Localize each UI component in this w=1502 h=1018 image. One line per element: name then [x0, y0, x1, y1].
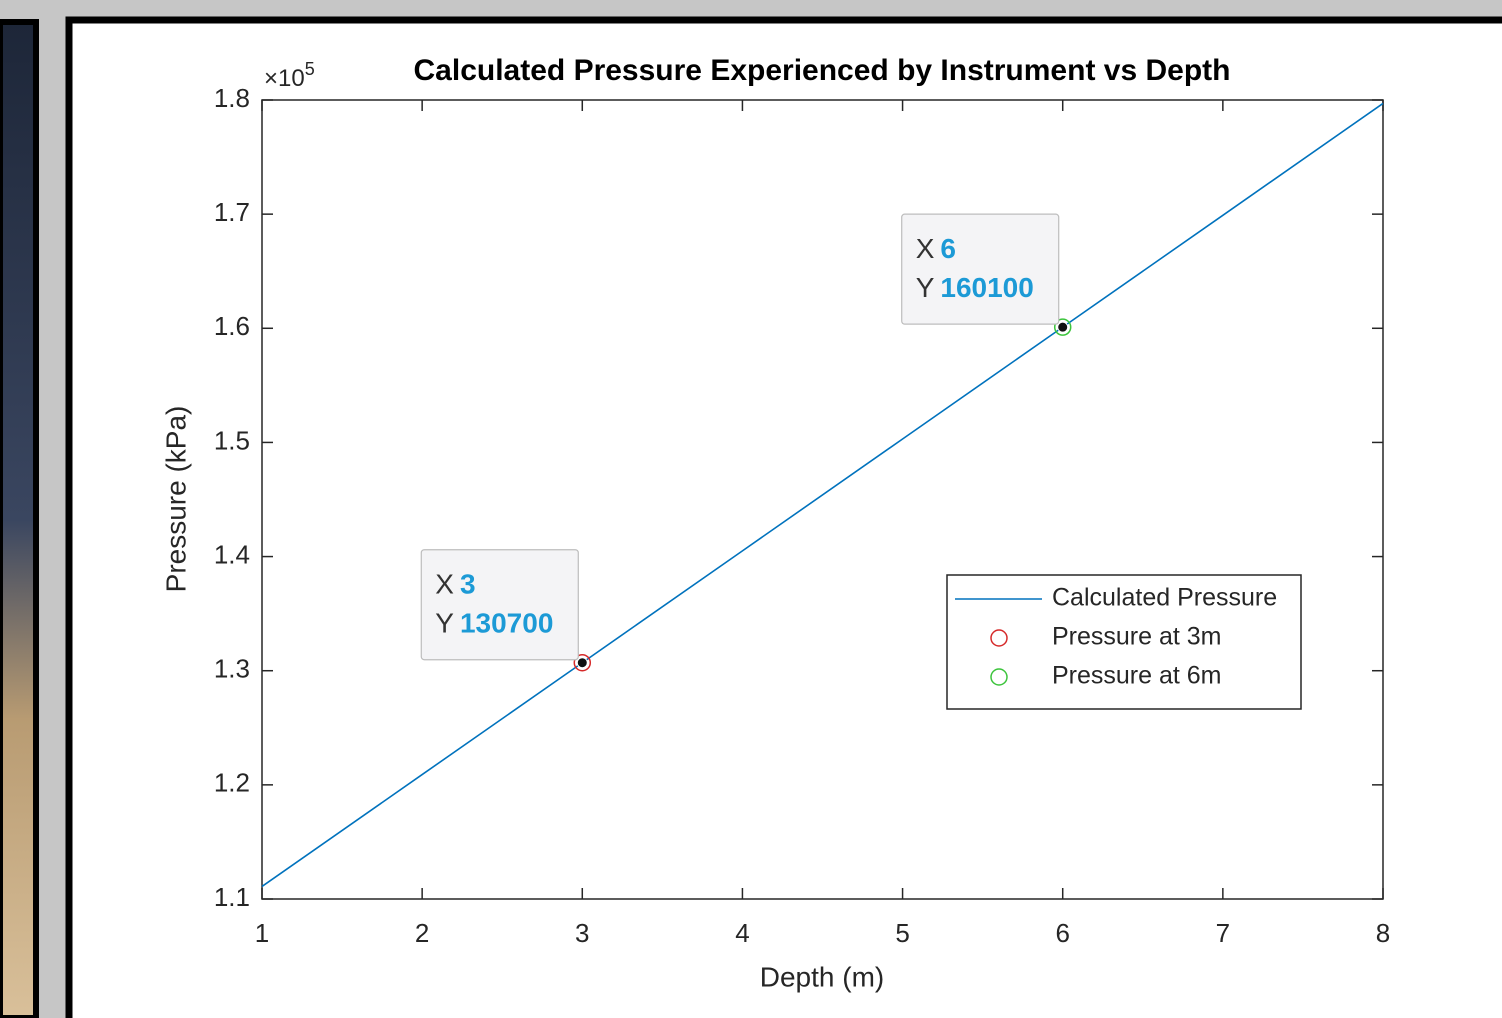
datatip-value: 160100: [940, 273, 1033, 304]
y-tick-label: 1.4: [214, 539, 250, 569]
y-multiplier-base: ×10: [264, 65, 305, 92]
datatip-label: X: [435, 569, 454, 600]
datatip-label: X: [916, 234, 935, 265]
y-tick-label: 1.5: [214, 425, 250, 455]
point-marker: [1053, 318, 1072, 336]
y-tick-label: 1.1: [214, 882, 250, 912]
x-tick-label: 7: [1216, 918, 1230, 948]
datatip-box: [420, 549, 579, 661]
datatip-box: [901, 213, 1060, 325]
legend-label: Calculated Pressure: [1052, 584, 1277, 612]
datatip-label: Y: [916, 273, 935, 304]
point-marker: [573, 653, 592, 672]
x-tick-label: 1: [255, 918, 269, 948]
datatip-dot: [576, 657, 588, 669]
datatip-text: Y 160100: [916, 273, 1034, 304]
x-tick-label: 6: [1055, 918, 1069, 948]
x-tick-label: 3: [575, 918, 589, 948]
x-tick-label: 8: [1376, 918, 1390, 948]
x-tick-label: 2: [415, 918, 429, 948]
x-tick-label: 4: [735, 918, 749, 948]
datatip-value: 3: [460, 569, 476, 600]
y-multiplier: ×105: [264, 59, 315, 93]
legend-label: Pressure at 3m: [1052, 623, 1222, 651]
legend-marker: [990, 668, 1008, 686]
data-line: [261, 102, 1384, 888]
chart-title: Calculated Pressure Experienced by Instr…: [414, 54, 1231, 87]
plot-frame: [261, 99, 1384, 900]
datatip-value: 130700: [460, 608, 553, 639]
x-axis-label: Depth (m): [760, 961, 884, 992]
legend-marker: [990, 629, 1008, 647]
y-axis-label: Pressure (kPa): [160, 406, 191, 593]
x-tick-label: 5: [895, 918, 909, 948]
y-tick-label: 1.7: [214, 197, 250, 227]
y-tick-label: 1.3: [214, 654, 250, 684]
y-tick-label: 1.8: [214, 83, 250, 113]
datatip-text: Y 130700: [435, 608, 553, 639]
y-multiplier-exponent: 5: [305, 59, 315, 79]
y-tick-label: 1.2: [214, 768, 250, 798]
legend-label: Pressure at 6m: [1052, 662, 1222, 690]
y-tick-label: 1.6: [214, 311, 250, 341]
datatip-dot: [1057, 321, 1069, 333]
datatip-label: Y: [435, 608, 454, 639]
side-photo: [0, 19, 39, 1018]
datatip-value: 6: [940, 234, 956, 265]
